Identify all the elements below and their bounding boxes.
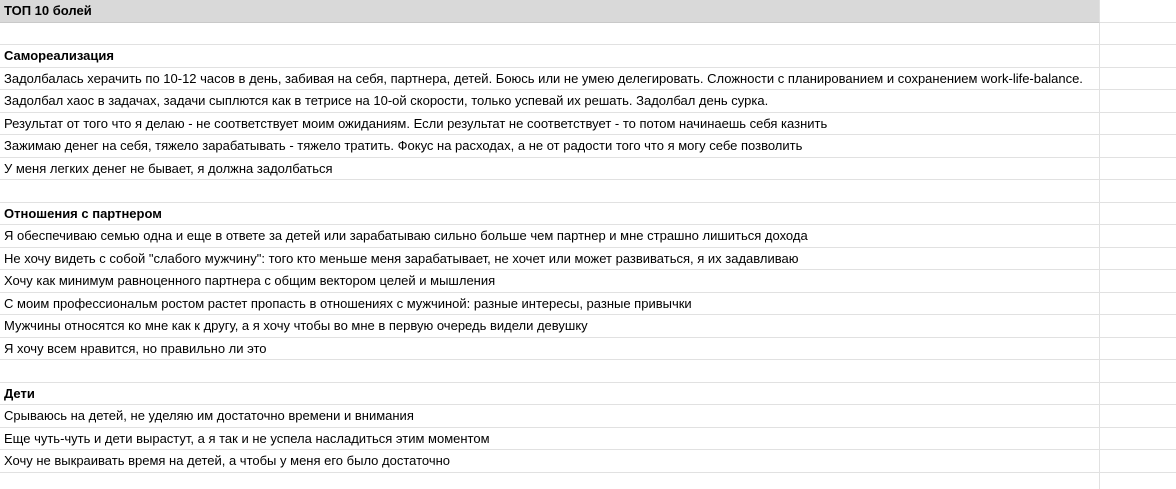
table-row: У меня легких денег не бывает, я должна … (0, 157, 1176, 180)
sheet-title: ТОП 10 болей (4, 3, 92, 19)
table-row: Результат от того что я делаю - не соотв… (0, 112, 1176, 135)
cell-main[interactable]: Зажимаю денег на себя, тяжело зарабатыва… (0, 135, 1100, 158)
cell-secondary[interactable] (1100, 270, 1176, 293)
cell-secondary[interactable] (1100, 0, 1176, 23)
cell-secondary[interactable] (1100, 405, 1176, 428)
section-header: Самореализация (4, 48, 114, 64)
cell-secondary[interactable] (1100, 383, 1176, 405)
cell-main[interactable]: ТОП 10 болей (0, 0, 1100, 23)
table-row: Самореализация (0, 45, 1176, 68)
cell-secondary[interactable] (1100, 68, 1176, 90)
cell-secondary[interactable] (1100, 203, 1176, 225)
cell-secondary[interactable] (1100, 473, 1176, 489)
cell-main[interactable]: Задолбалась херачить по 10-12 часов в де… (0, 67, 1100, 90)
cell-text-value: Еще чуть-чуть и дети вырастут, а я так и… (4, 430, 490, 446)
cell-main[interactable] (0, 472, 1100, 489)
cell-text-value: С моим профессиональм ростом растет проп… (4, 295, 692, 311)
table-row: Я хочу всем нравится, но правильно ли эт… (0, 337, 1176, 360)
cell-main[interactable]: Дети (0, 382, 1100, 405)
table-row: Мужчины относятся ко мне как к другу, а … (0, 315, 1176, 338)
table-row: Хочу не выкраивать время на детей, а что… (0, 450, 1176, 473)
cell-main[interactable]: Мужчины относятся ко мне как к другу, а … (0, 315, 1100, 338)
cell-text-value: Я обеспечиваю семью одна и еще в ответе … (4, 228, 808, 244)
table-row (0, 22, 1176, 45)
cell-main[interactable]: Самореализация (0, 45, 1100, 68)
cell-text-value: Зажимаю денег на себя, тяжело зарабатыва… (4, 138, 803, 154)
cell-main[interactable]: У меня легких денег не бывает, я должна … (0, 157, 1100, 180)
cell-main[interactable] (0, 360, 1100, 383)
cell-secondary[interactable] (1100, 180, 1176, 203)
cell-main[interactable]: Я обеспечиваю семью одна и еще в ответе … (0, 225, 1100, 248)
cell-secondary[interactable] (1100, 45, 1176, 68)
section-header: Отношения с партнером (4, 205, 162, 221)
cell-text-value: У меня легких денег не бывает, я должна … (4, 160, 333, 176)
cell-main[interactable]: Я хочу всем нравится, но правильно ли эт… (0, 337, 1100, 360)
cell-secondary[interactable] (1100, 450, 1176, 473)
cell-secondary[interactable] (1100, 248, 1176, 270)
cell-main[interactable] (0, 22, 1100, 45)
table-row: Задолбалась херачить по 10-12 часов в де… (0, 67, 1176, 90)
table-row: Я обеспечиваю семью одна и еще в ответе … (0, 225, 1176, 248)
cell-text-value: Мужчины относятся ко мне как к другу, а … (4, 318, 588, 334)
cell-text-value: Я хочу всем нравится, но правильно ли эт… (4, 340, 267, 356)
cell-main[interactable]: Хочу как минимум равноценного партнера с… (0, 270, 1100, 293)
table-row: Дети (0, 382, 1176, 405)
cell-text-value: Задолбал хаос в задачах, задачи сыплются… (4, 93, 769, 109)
cell-secondary[interactable] (1100, 135, 1176, 158)
cell-secondary[interactable] (1100, 428, 1176, 450)
cell-main[interactable]: Задолбал хаос в задачах, задачи сыплются… (0, 90, 1100, 113)
cell-main[interactable]: Срываюсь на детей, не уделяю им достаточ… (0, 405, 1100, 428)
cell-secondary[interactable] (1100, 360, 1176, 383)
cell-text-value: Хочу не выкраивать время на детей, а что… (4, 453, 451, 469)
table-row: Хочу как минимум равноценного партнера с… (0, 270, 1176, 293)
cell-text-value: Задолбалась херачить по 10-12 часов в де… (4, 70, 1083, 86)
table-row (0, 360, 1176, 383)
cell-main[interactable]: Результат от того что я делаю - не соотв… (0, 112, 1100, 135)
cell-secondary[interactable] (1100, 315, 1176, 338)
table-row: Отношения с партнером (0, 202, 1176, 225)
cell-text-value: Хочу как минимум равноценного партнера с… (4, 273, 496, 289)
table-row: Задолбал хаос в задачах, задачи сыплются… (0, 90, 1176, 113)
cell-text-value: Не хочу видеть с собой "слабого мужчину"… (4, 250, 799, 266)
table-row: С моим профессиональм ростом растет проп… (0, 292, 1176, 315)
table-row (0, 472, 1176, 489)
cell-text-value: Срываюсь на детей, не уделяю им достаточ… (4, 408, 414, 424)
table-row: Зажимаю денег на себя, тяжело зарабатыва… (0, 135, 1176, 158)
cell-text-value: Результат от того что я делаю - не соотв… (4, 115, 828, 131)
cell-main[interactable]: С моим профессиональм ростом растет проп… (0, 292, 1100, 315)
cell-main[interactable] (0, 180, 1100, 203)
section-header: Дети (4, 385, 35, 401)
cell-secondary[interactable] (1100, 338, 1176, 360)
cell-secondary[interactable] (1100, 158, 1176, 180)
table-row: Срываюсь на детей, не уделяю им достаточ… (0, 405, 1176, 428)
cell-main[interactable]: Еще чуть-чуть и дети вырастут, а я так и… (0, 427, 1100, 450)
cell-secondary[interactable] (1100, 293, 1176, 315)
table-row: ТОП 10 болей (0, 0, 1176, 23)
cell-secondary[interactable] (1100, 90, 1176, 113)
cell-main[interactable]: Хочу не выкраивать время на детей, а что… (0, 450, 1100, 473)
cell-main[interactable]: Отношения с партнером (0, 202, 1100, 225)
table-row: Еще чуть-чуть и дети вырастут, а я так и… (0, 427, 1176, 450)
table-row (0, 180, 1176, 203)
cell-secondary[interactable] (1100, 113, 1176, 135)
table-row: Не хочу видеть с собой "слабого мужчину"… (0, 247, 1176, 270)
cell-secondary[interactable] (1100, 225, 1176, 248)
cell-secondary[interactable] (1100, 23, 1176, 45)
cell-main[interactable]: Не хочу видеть с собой "слабого мужчину"… (0, 247, 1100, 270)
